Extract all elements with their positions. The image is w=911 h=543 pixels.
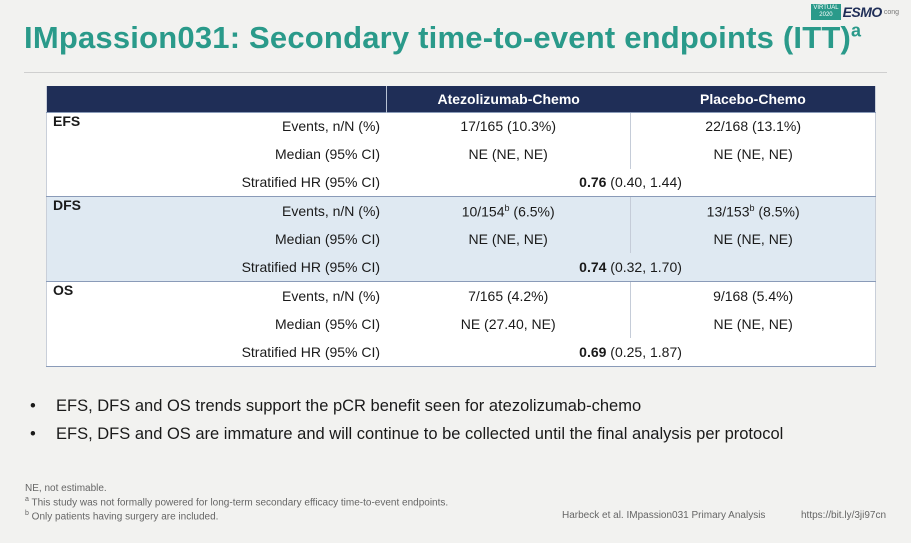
table-row: Stratified HR (95% CI) 0.69 (0.25, 1.87) — [47, 338, 876, 367]
cell-footnote-mark: b — [749, 202, 755, 213]
table-header-row: Atezolizumab-Chemo Placebo-Chemo — [46, 86, 876, 112]
cell-atezo: NE (27.40, NE) — [386, 310, 631, 339]
table-row: Median (95% CI) NE (NE, NE) NE (NE, NE) — [47, 225, 876, 254]
footnote-a-mark: a — [25, 496, 29, 503]
hr-ci: (0.40, 1.44) — [606, 174, 682, 191]
cell-hazard-ratio: 0.76 (0.40, 1.44) — [386, 168, 876, 197]
cell-atezo: 17/165 (10.3%) — [386, 111, 631, 141]
header-placebo: Placebo-Chemo — [630, 86, 876, 112]
citation: Harbeck et al. IMpassion031 Primary Anal… — [562, 510, 766, 521]
row-label: Stratified HR (95% CI) — [136, 338, 387, 367]
row-label: Median (95% CI) — [136, 140, 387, 169]
footnote-b-text: Only patients having surgery are include… — [28, 511, 219, 523]
footnote-b: b Only patients having surgery are inclu… — [25, 508, 448, 522]
hr-value: 0.74 — [579, 259, 607, 276]
footnote-ne: NE, not estimable. — [25, 483, 107, 494]
footnote-b-mark: b — [25, 510, 29, 518]
table-row: Stratified HR (95% CI) 0.76 (0.40, 1.44) — [47, 168, 876, 197]
header-atezolizumab: Atezolizumab-Chemo — [385, 86, 631, 112]
logo-year-text: 2020 — [819, 12, 833, 18]
row-label: Stratified HR (95% CI) — [136, 168, 387, 197]
logo-virtual-text: VIRTUAL — [813, 5, 839, 11]
table-row: DFS Events, n/N (%) 10/154b (6.5%) 13/15… — [46, 196, 876, 282]
bullet-list: EFS, DFS and OS trends support the pCR b… — [30, 397, 783, 453]
bullet-item: EFS, DFS and OS are immature and will co… — [30, 425, 783, 444]
cell-atezo: NE (NE, NE) — [386, 225, 631, 254]
endpoints-table: Atezolizumab-Chemo Placebo-Chemo EFS Eve… — [46, 86, 876, 368]
cell-atezo: NE (NE, NE) — [386, 140, 631, 169]
cell-rest: (8.5%) — [754, 203, 800, 220]
cell-placebo: NE (NE, NE) — [630, 310, 876, 339]
logo-congress-text: cong — [883, 8, 899, 16]
cell-placebo: NE (NE, NE) — [630, 225, 876, 254]
hr-ci: (0.32, 1.70) — [606, 259, 682, 276]
hr-value: 0.76 — [579, 174, 607, 191]
group-label-os: OS — [46, 281, 137, 367]
cell-atezo: 10/154b (6.5%) — [386, 196, 631, 226]
cell-footnote-mark: b — [504, 202, 510, 213]
hr-ci: (0.25, 1.87) — [606, 344, 682, 361]
cell-placebo: NE (NE, NE) — [630, 140, 876, 169]
footnotes: NE, not estimable. a This study was not … — [25, 483, 448, 523]
logo-esmo-text: ESMO — [842, 4, 883, 20]
slide-title-text: IMpassion031: Secondary time-to-event en… — [24, 20, 852, 55]
title-superscript: a — [851, 20, 862, 41]
hr-value: 0.69 — [579, 344, 607, 361]
esmo-logo: VIRTUAL 2020 ESMO cong — [811, 4, 899, 20]
row-label: Events, n/N (%) — [136, 281, 387, 311]
table-row: OS Events, n/N (%) 7/165 (4.2%) 9/168 (5… — [46, 281, 876, 367]
bullet-item: EFS, DFS and OS trends support the pCR b… — [30, 397, 783, 416]
row-label: Stratified HR (95% CI) — [136, 253, 387, 282]
logo-virtual-badge: VIRTUAL 2020 — [811, 4, 841, 20]
slide-title: IMpassion031: Secondary time-to-event en… — [24, 20, 861, 56]
cell-main: 13/153 — [706, 203, 750, 220]
table-row: Stratified HR (95% CI) 0.74 (0.32, 1.70) — [47, 253, 876, 282]
group-label-efs: EFS — [46, 111, 137, 197]
cell-hazard-ratio: 0.74 (0.32, 1.70) — [386, 253, 876, 282]
row-label: Events, n/N (%) — [136, 111, 387, 141]
footnote-a-text: This study was not formally powered for … — [28, 497, 449, 509]
cell-hazard-ratio: 0.69 (0.25, 1.87) — [386, 338, 876, 367]
cell-rest: (6.5%) — [509, 203, 555, 220]
row-label: Events, n/N (%) — [136, 196, 387, 226]
row-label: Median (95% CI) — [136, 310, 387, 339]
cell-main: 10/154 — [461, 203, 505, 220]
row-label: Median (95% CI) — [136, 225, 387, 254]
cell-placebo: 9/168 (5.4%) — [630, 281, 876, 311]
cell-placebo: 13/153b (8.5%) — [630, 196, 876, 226]
cell-placebo: 22/168 (13.1%) — [630, 111, 876, 141]
reference-url: https://bit.ly/3ji97cn — [801, 510, 887, 521]
table-row: Median (95% CI) NE (NE, NE) NE (NE, NE) — [47, 140, 876, 169]
table-row: Median (95% CI) NE (27.40, NE) NE (NE, N… — [47, 310, 876, 339]
footnote-a: a This study was not formally powered fo… — [25, 494, 448, 508]
title-divider — [24, 72, 887, 73]
cell-atezo: 7/165 (4.2%) — [386, 281, 631, 311]
header-blank-cell — [46, 86, 387, 112]
group-label-dfs: DFS — [46, 196, 137, 282]
table-row: EFS Events, n/N (%) 17/165 (10.3%) 22/16… — [46, 111, 876, 197]
